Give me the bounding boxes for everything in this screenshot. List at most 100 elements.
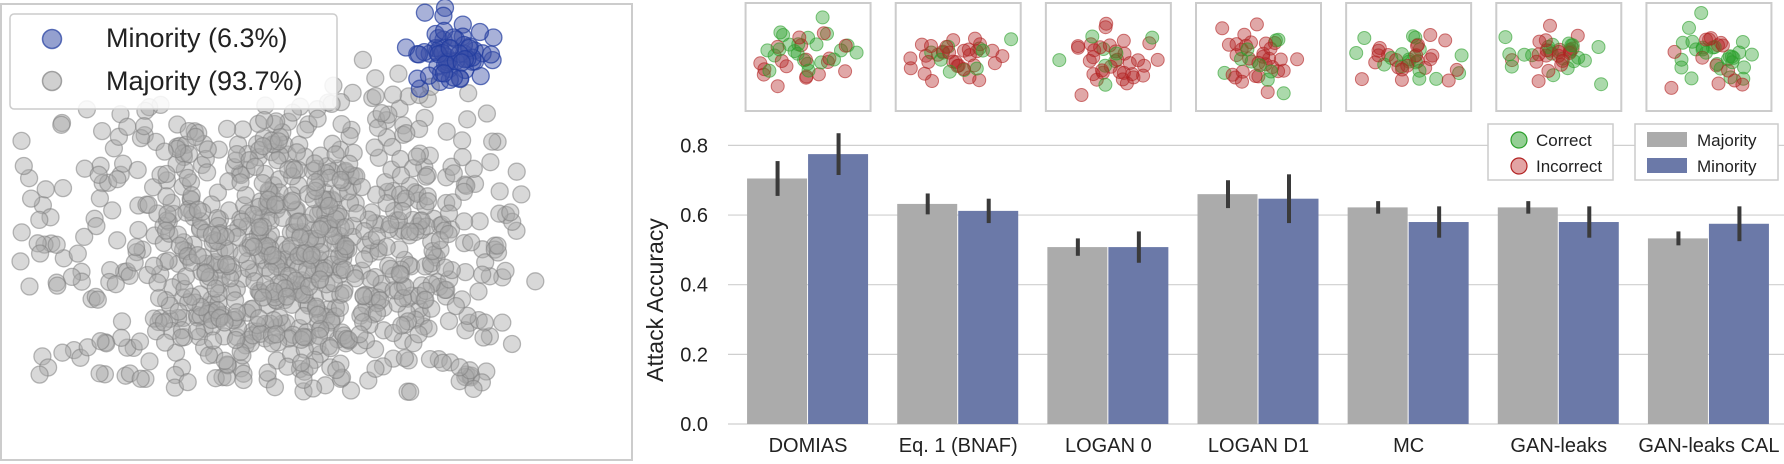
- majority-point: [369, 148, 388, 167]
- majority-point: [439, 204, 459, 223]
- majority-point: [156, 221, 176, 240]
- majority-point: [383, 85, 403, 104]
- majority-point: [406, 222, 425, 242]
- majority-point: [470, 212, 489, 231]
- majority-point: [131, 128, 151, 148]
- majority-point: [91, 332, 110, 351]
- majority-point: [288, 212, 307, 231]
- majority-point: [178, 372, 197, 392]
- majority-point: [422, 299, 441, 318]
- majority-point: [443, 193, 462, 212]
- minority-point: [415, 3, 435, 22]
- minority-point: [419, 66, 439, 85]
- majority-point: [404, 334, 423, 353]
- majority-point: [311, 319, 330, 339]
- majority-point: [464, 159, 483, 178]
- majority-point: [309, 326, 329, 346]
- majority-point: [267, 325, 286, 344]
- majority-point: [299, 277, 319, 296]
- majority-point: [231, 342, 250, 361]
- majority-point: [330, 298, 350, 318]
- majority-point: [331, 369, 351, 389]
- majority-point: [334, 284, 353, 303]
- majority-point: [439, 311, 459, 331]
- majority-point: [507, 162, 526, 181]
- majority-point: [488, 132, 507, 151]
- minority-point: [444, 28, 463, 47]
- majority-point: [182, 253, 201, 272]
- majority-point: [125, 253, 144, 272]
- minority-point: [434, 21, 454, 41]
- majority-point: [439, 224, 458, 244]
- majority-point: [352, 177, 371, 197]
- majority-point: [217, 255, 236, 274]
- majority-point: [112, 328, 131, 347]
- majority-point: [144, 256, 164, 275]
- majority-point: [437, 193, 456, 213]
- majority-point: [354, 250, 374, 269]
- majority-point: [210, 225, 229, 245]
- majority-point: [149, 288, 169, 308]
- majority-point: [459, 84, 478, 103]
- majority-point: [232, 245, 251, 264]
- majority-point: [47, 235, 66, 254]
- majority-point: [474, 328, 493, 347]
- majority-point: [269, 132, 288, 151]
- majority-point: [285, 160, 304, 179]
- minority-point: [429, 45, 448, 64]
- minority-point: [481, 45, 501, 64]
- majority-point: [202, 225, 222, 245]
- majority-point: [423, 241, 442, 261]
- majority-point: [346, 269, 365, 288]
- majority-point: [444, 164, 463, 183]
- majority-point: [91, 156, 110, 175]
- majority-point: [327, 360, 346, 380]
- majority-point: [30, 244, 50, 263]
- majority-point: [418, 192, 438, 211]
- majority-point: [68, 244, 87, 263]
- majority-point: [336, 237, 355, 256]
- majority-point: [377, 237, 396, 257]
- majority-point: [332, 114, 351, 134]
- majority-point: [87, 216, 106, 236]
- majority-point: [391, 166, 411, 185]
- majority-point: [512, 185, 531, 204]
- majority-point: [197, 163, 217, 182]
- majority-point: [12, 131, 31, 151]
- majority-point: [455, 233, 474, 253]
- majority-point: [393, 289, 413, 308]
- majority-point: [397, 124, 416, 143]
- majority-point: [157, 187, 176, 206]
- majority-point: [454, 212, 474, 231]
- majority-point: [310, 270, 330, 289]
- majority-point: [120, 364, 140, 383]
- majority-point: [395, 348, 415, 368]
- majority-point: [253, 137, 273, 156]
- majority-point: [20, 277, 39, 296]
- majority-point: [292, 271, 312, 290]
- majority-point: [217, 119, 237, 139]
- majority-point: [483, 132, 502, 151]
- majority-point: [391, 265, 410, 284]
- majority-point: [469, 282, 488, 301]
- majority-point: [417, 217, 436, 236]
- majority-point: [278, 357, 297, 376]
- majority-point: [446, 296, 466, 316]
- majority-point: [182, 287, 202, 306]
- majority-point: [14, 156, 33, 176]
- scatter-legend-box: [9, 13, 338, 110]
- minority-point: [459, 38, 479, 58]
- majority-point: [226, 330, 245, 350]
- majority-point: [339, 330, 358, 349]
- majority-point: [258, 363, 277, 382]
- legend-majority-label: Majority (93.7%): [106, 66, 303, 96]
- minority-point: [454, 35, 474, 55]
- majority-point: [452, 131, 472, 150]
- majority-point: [390, 264, 409, 284]
- majority-point: [11, 252, 30, 271]
- majority-point: [366, 86, 385, 106]
- majority-point: [131, 369, 150, 388]
- majority-point: [158, 204, 177, 224]
- majority-point: [367, 303, 387, 323]
